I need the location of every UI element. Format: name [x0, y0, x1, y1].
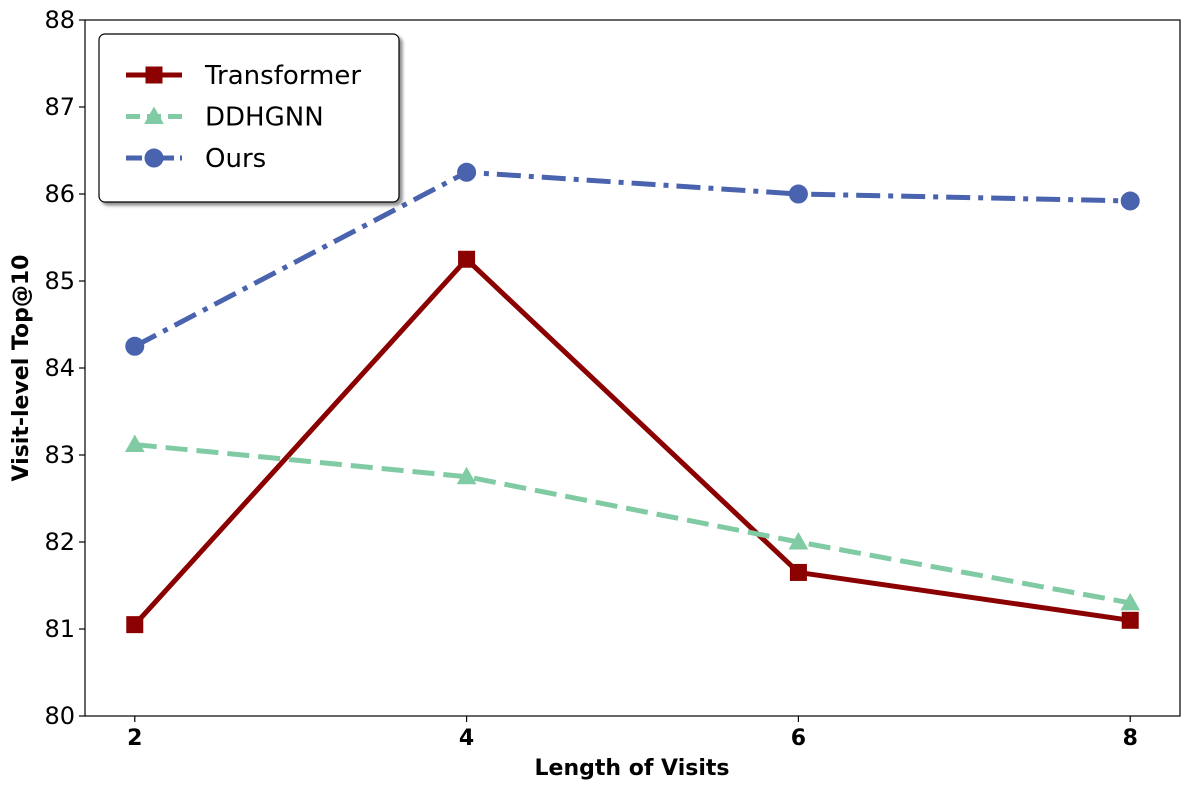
legend-item-ddhgnn: DDHGNN	[126, 103, 324, 133]
legend-item-ours: Ours	[126, 144, 266, 174]
legend-item-transformer: Transformer	[126, 61, 361, 91]
legend: Transformer DDHGNN Ours	[98, 33, 400, 203]
y-tick-label: 87	[44, 93, 75, 121]
data-point-transformer	[789, 563, 807, 581]
x-tick-label: 6	[791, 726, 806, 751]
y-tick-label: 82	[44, 528, 75, 556]
data-point-ours	[788, 184, 808, 204]
legend-marker-ours	[144, 148, 164, 168]
legend-label-ddhgnn: DDHGNN	[205, 103, 324, 133]
series-layer	[124, 162, 1141, 634]
y-tick-label: 84	[44, 354, 75, 382]
plot-frame	[84, 19, 1181, 717]
data-point-transformer	[126, 616, 144, 634]
y-axis-ticks: 80 81 82 83 84 85 86 87 88	[44, 6, 85, 730]
series-ddhgnn	[124, 434, 1141, 611]
data-point-ddhgnn	[788, 531, 809, 550]
data-point-ours	[457, 162, 477, 182]
y-tick-label: 81	[44, 615, 75, 643]
legend-label-transformer: Transformer	[204, 61, 361, 91]
series-transformer	[126, 250, 1139, 634]
series-ours	[125, 162, 1140, 356]
data-point-ddhgnn	[456, 466, 477, 485]
x-tick-label: 2	[127, 726, 142, 751]
y-tick-label: 85	[44, 267, 75, 295]
legend-label-ours: Ours	[205, 144, 266, 174]
legend-marker-ddhgnn	[144, 106, 164, 124]
x-tick-label: 8	[1123, 726, 1138, 751]
y-tick-label: 86	[44, 180, 75, 208]
y-tick-label: 80	[44, 702, 75, 730]
data-point-ddhgnn	[1120, 592, 1141, 611]
x-tick-label: 4	[459, 726, 474, 751]
data-point-ours	[1120, 191, 1140, 211]
data-point-transformer	[458, 250, 476, 268]
data-point-ours	[125, 336, 145, 356]
series-line-transformer	[132, 256, 1131, 627]
legend-marker-transformer	[145, 66, 163, 84]
series-line-ddhgnn	[134, 442, 1131, 606]
data-point-ddhgnn	[124, 434, 145, 453]
data-point-transformer	[1121, 611, 1139, 629]
x-axis-label: Length of Visits	[535, 756, 730, 781]
y-tick-label: 83	[44, 441, 75, 469]
y-tick-label: 88	[44, 6, 75, 34]
y-axis-label: Visit-level Top@10	[9, 255, 34, 482]
x-axis-ticks: 2 4 6 8	[127, 716, 1138, 751]
series-line-ours	[133, 169, 1131, 349]
